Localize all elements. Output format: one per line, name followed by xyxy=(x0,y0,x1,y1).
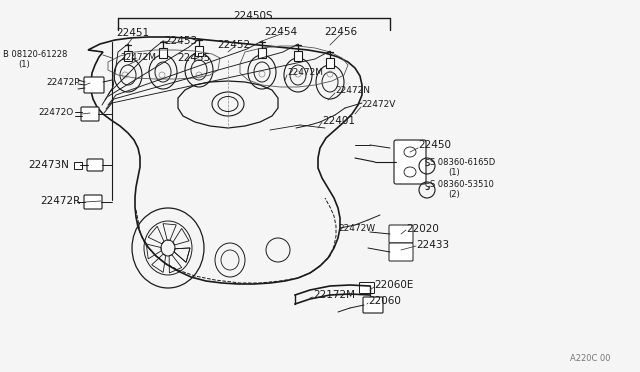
Text: B 08120-61228: B 08120-61228 xyxy=(3,50,67,59)
Text: 22401: 22401 xyxy=(322,116,355,126)
Text: 22472R: 22472R xyxy=(40,196,80,206)
FancyBboxPatch shape xyxy=(124,51,132,61)
FancyBboxPatch shape xyxy=(363,297,383,313)
Text: 22060: 22060 xyxy=(368,296,401,306)
FancyBboxPatch shape xyxy=(389,225,413,243)
Text: S 08360-6165D: S 08360-6165D xyxy=(430,158,495,167)
Text: 22450S: 22450S xyxy=(233,11,273,21)
Text: 22020: 22020 xyxy=(406,224,439,234)
Text: 22454: 22454 xyxy=(264,27,298,37)
Text: 22472P: 22472P xyxy=(46,78,79,87)
Text: 22472W: 22472W xyxy=(338,224,375,233)
Text: S 08360-53510: S 08360-53510 xyxy=(430,180,494,189)
FancyBboxPatch shape xyxy=(87,159,103,171)
FancyBboxPatch shape xyxy=(81,107,99,121)
Text: S: S xyxy=(424,183,429,192)
FancyBboxPatch shape xyxy=(84,77,104,93)
Text: A220C 00: A220C 00 xyxy=(570,354,611,363)
FancyBboxPatch shape xyxy=(159,48,167,58)
FancyBboxPatch shape xyxy=(389,243,413,261)
Text: 22172M: 22172M xyxy=(313,290,355,300)
FancyBboxPatch shape xyxy=(195,46,203,56)
Text: (1): (1) xyxy=(448,168,460,177)
Text: 22450: 22450 xyxy=(418,140,451,150)
Text: 22456: 22456 xyxy=(324,27,358,37)
FancyBboxPatch shape xyxy=(84,195,102,209)
Text: S: S xyxy=(424,160,429,169)
Text: 22452: 22452 xyxy=(218,40,251,50)
Text: 22433: 22433 xyxy=(416,240,449,250)
Text: 22455: 22455 xyxy=(177,53,211,63)
FancyBboxPatch shape xyxy=(258,48,266,58)
Text: 22453: 22453 xyxy=(164,36,198,46)
Text: 22472O: 22472O xyxy=(38,108,73,117)
Text: 22472M: 22472M xyxy=(287,68,323,77)
Text: (2): (2) xyxy=(448,190,460,199)
Text: 22060E: 22060E xyxy=(374,280,413,290)
FancyBboxPatch shape xyxy=(294,51,302,61)
Text: 22472N: 22472N xyxy=(335,86,370,95)
FancyBboxPatch shape xyxy=(326,58,334,68)
Text: 22472M: 22472M xyxy=(120,53,156,62)
Text: 22451: 22451 xyxy=(116,28,150,38)
FancyBboxPatch shape xyxy=(360,282,374,294)
Text: 22472V: 22472V xyxy=(361,100,396,109)
Text: (1): (1) xyxy=(18,60,29,69)
FancyBboxPatch shape xyxy=(394,140,426,184)
Text: 22473N: 22473N xyxy=(28,160,69,170)
FancyBboxPatch shape xyxy=(74,162,82,169)
